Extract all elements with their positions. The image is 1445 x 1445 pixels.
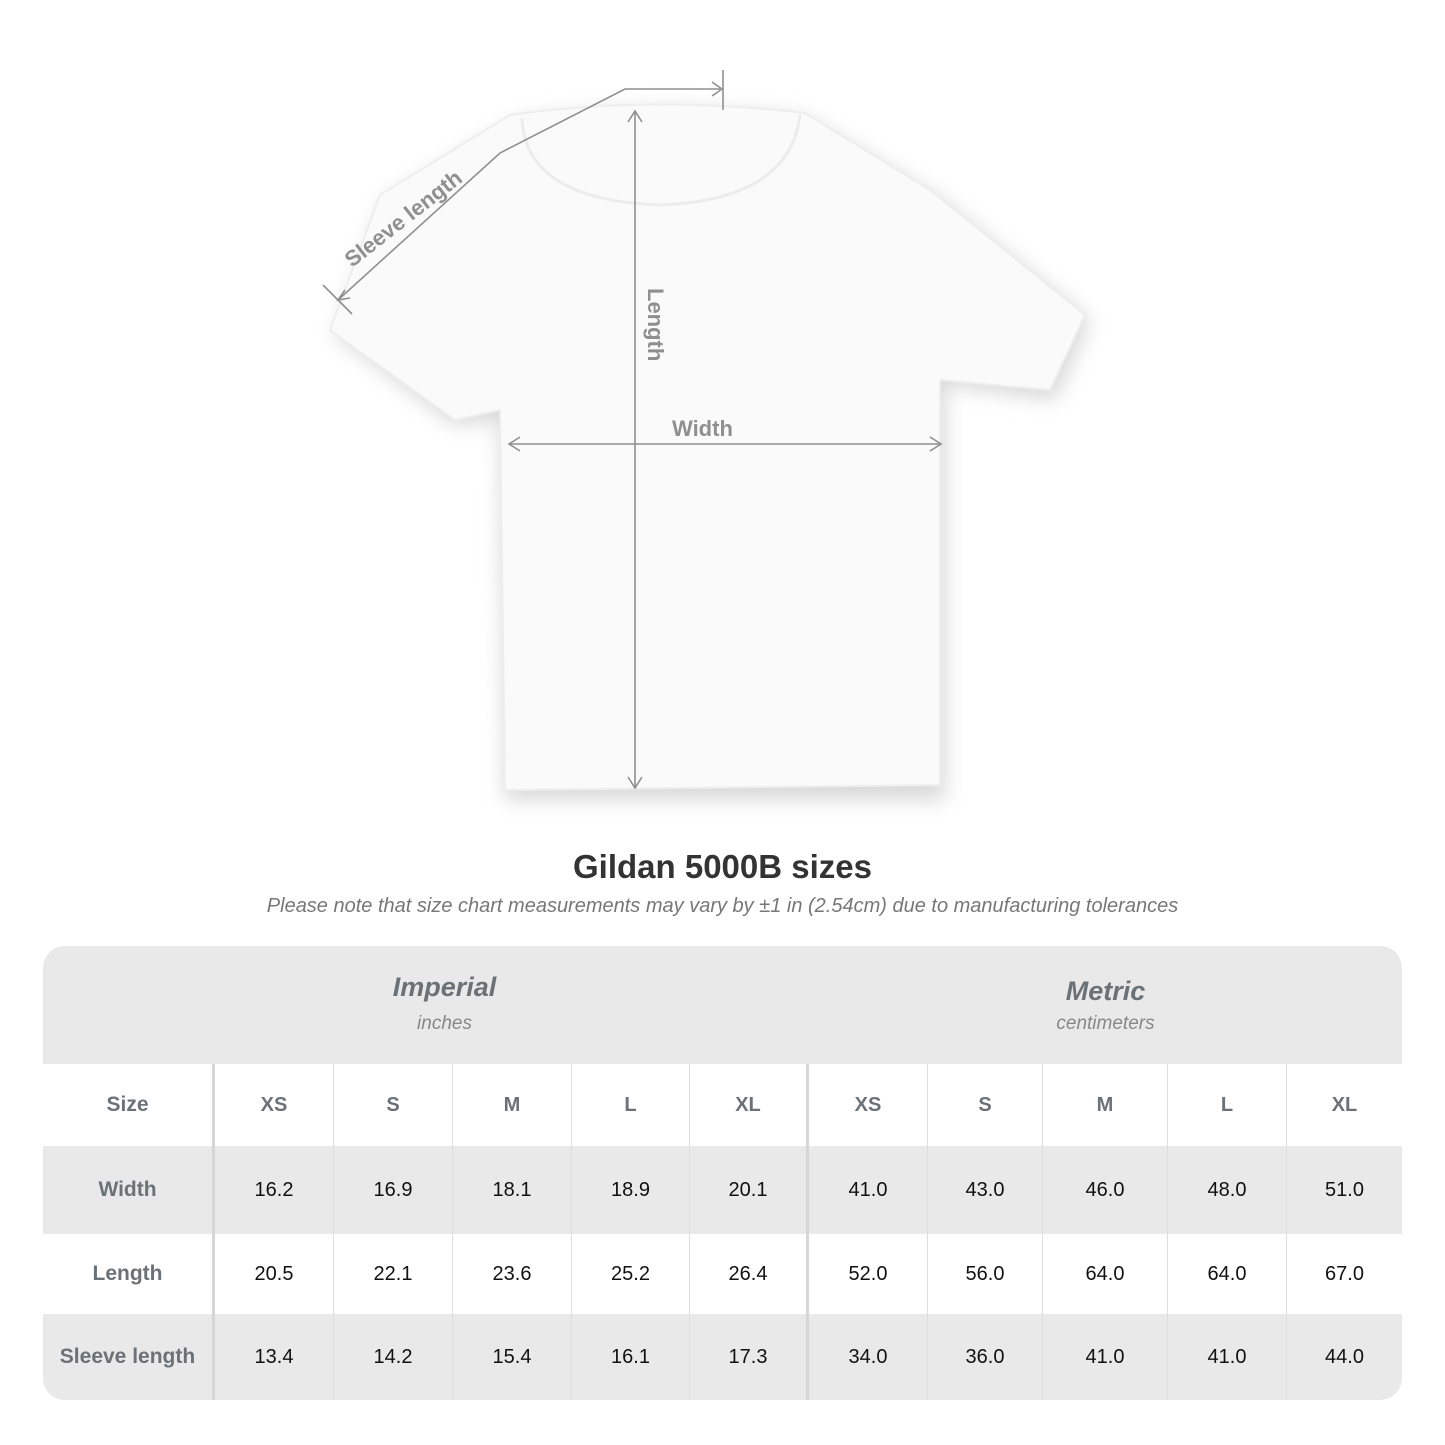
size-header-cell: L xyxy=(1168,1064,1287,1146)
page-title: Gildan 5000B sizes xyxy=(573,848,872,885)
metric-value-cell: 48.0 xyxy=(1168,1146,1287,1234)
size-header-cell: XS xyxy=(809,1064,928,1146)
imperial-unit: inches xyxy=(417,1013,472,1034)
imperial-value-cell: 16.9 xyxy=(334,1146,453,1234)
table-row: Sleeve length 13.4 14.2 15.4 16.1 17.3 34.0 36.… xyxy=(43,1314,1402,1400)
size-table: Imperial inches Metric centimeters Size X… xyxy=(43,946,1402,1400)
size-header-row: Size XS S M L XL XS S M L XL xyxy=(43,1064,1402,1146)
size-header-cell: M xyxy=(453,1064,572,1146)
size-header-cell: M xyxy=(1043,1064,1168,1146)
metric-title: Metric xyxy=(1065,976,1146,1006)
tshirt-measurement-diagram: Sleeve length Length Width xyxy=(322,70,1090,800)
imperial-value-cell: 22.1 xyxy=(334,1234,453,1314)
size-header-cell: L xyxy=(572,1064,690,1146)
metric-value-cell: 52.0 xyxy=(809,1234,928,1314)
table-row: Width 16.2 16.9 18.1 18.9 20.1 41.0 43.0 46.0 48.… xyxy=(43,1146,1402,1234)
metric-value-cell: 51.0 xyxy=(1325,1178,1364,1201)
table-row: Length 20.5 22.1 23.6 25.2 26.4 52.0 56.0 64.0 64… xyxy=(43,1234,1402,1314)
imperial-value-cell: 25.2 xyxy=(572,1234,690,1314)
imperial-value-cell: 18.1 xyxy=(453,1146,572,1234)
tolerance-note: Please note that size chart measurements… xyxy=(266,895,1179,917)
metric-value-cell: 41.0 xyxy=(1043,1314,1168,1400)
metric-value-cell: 64.0 xyxy=(1168,1234,1287,1314)
size-header-cell: XL xyxy=(1331,1093,1358,1116)
tshirt xyxy=(328,103,1087,792)
metric-value-cell: 41.0 xyxy=(809,1146,928,1234)
metric-value-cell: 64.0 xyxy=(1043,1234,1168,1314)
metric-value-cell: 46.0 xyxy=(1043,1146,1168,1234)
imperial-value-cell: 16.2 xyxy=(215,1146,334,1234)
metric-header: Metric centimeters xyxy=(809,946,1402,1064)
imperial-value-cell: 15.4 xyxy=(453,1314,572,1400)
imperial-value-cell: 17.3 xyxy=(690,1314,809,1400)
metric-value-cell: 44.0 xyxy=(1325,1345,1364,1368)
imperial-value-cell: 26.4 xyxy=(690,1234,809,1314)
size-header-cell: XL xyxy=(690,1064,809,1146)
metric-unit: centimeters xyxy=(1056,1013,1155,1034)
imperial-value-cell: 13.4 xyxy=(215,1314,334,1400)
sleeve-measure-line xyxy=(337,88,720,301)
metric-value-cell: 56.0 xyxy=(928,1234,1043,1314)
imperial-value-cell: 20.1 xyxy=(690,1146,809,1234)
size-header-cell: S xyxy=(334,1064,453,1146)
row-label: Width xyxy=(43,1146,215,1234)
metric-value-cell: 67.0 xyxy=(1325,1262,1364,1285)
size-header-cell: XS xyxy=(215,1064,334,1146)
width-label: Width xyxy=(672,416,733,441)
imperial-value-cell: 14.2 xyxy=(334,1314,453,1400)
size-header-cell: S xyxy=(928,1064,1043,1146)
imperial-value-cell: 23.6 xyxy=(453,1234,572,1314)
metric-value-cell: 43.0 xyxy=(928,1146,1043,1234)
size-column-label: Size xyxy=(43,1064,215,1146)
metric-value-cell: 34.0 xyxy=(809,1314,928,1400)
measurement-lines xyxy=(322,70,943,790)
imperial-value-cell: 18.9 xyxy=(572,1146,690,1234)
imperial-value-cell: 16.1 xyxy=(572,1314,690,1400)
row-label: Length xyxy=(43,1234,215,1314)
metric-value-cell: 36.0 xyxy=(928,1314,1043,1400)
metric-value-cell: 41.0 xyxy=(1168,1314,1287,1400)
collar xyxy=(520,114,802,207)
imperial-value-cell: 20.5 xyxy=(215,1234,334,1314)
imperial-title: Imperial xyxy=(392,972,497,1002)
imperial-header: Imperial inches xyxy=(215,946,674,1064)
length-label: Length xyxy=(643,288,668,361)
row-label: Sleeve length xyxy=(43,1314,215,1400)
